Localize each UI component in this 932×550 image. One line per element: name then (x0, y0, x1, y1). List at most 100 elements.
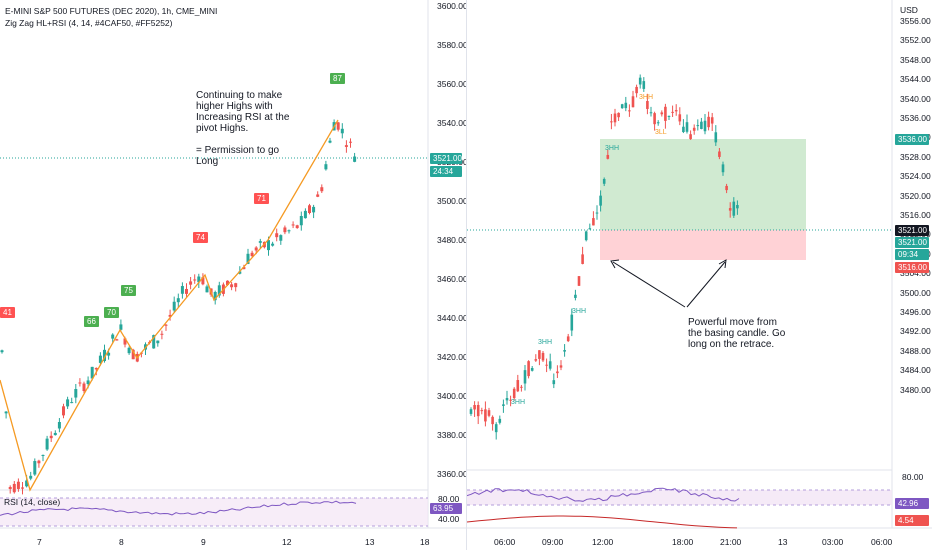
time-label: 12 (282, 537, 292, 547)
price-label: 3500.00 (900, 287, 931, 298)
right-price-chart[interactable] (467, 0, 932, 550)
candle-body (94, 367, 98, 370)
candle-body (254, 247, 258, 251)
candle-body (556, 371, 559, 374)
candle-body (664, 106, 667, 121)
candle-body (299, 215, 303, 226)
candle-body (328, 140, 332, 143)
candle-body (336, 122, 340, 130)
candle-body (552, 380, 556, 385)
candle-body (213, 291, 217, 301)
candle-body (180, 286, 184, 294)
candle-body (584, 231, 588, 241)
price-label: 3528.00 (900, 151, 931, 162)
rsi-pivot-marker: 87 (330, 73, 345, 84)
candle-body (473, 405, 476, 410)
price-label: 3560.00 (437, 79, 467, 89)
candle-body (49, 435, 53, 439)
pivot-label: 3HH (511, 399, 526, 406)
price-label: 3480.00 (900, 384, 931, 395)
time-label: 18:00 (672, 537, 694, 547)
right-chart-pane[interactable]: USD 3HH 3HH 3HH 3HH 3HH 3LL Powerful mov… (467, 0, 932, 550)
candle-body (152, 335, 156, 349)
pivot-label: 3HH (572, 308, 587, 315)
candle-body (674, 110, 678, 112)
rsi-axis-80: 80.00 (902, 472, 924, 482)
candle-body (250, 252, 254, 257)
price-label: 3540.00 (437, 118, 467, 128)
candle-body (559, 365, 563, 368)
annotation-line: Continuing to make (196, 90, 283, 101)
left-chart-pane[interactable]: E-MINI S&P 500 FUTURES (DEC 2020), 1h, C… (0, 0, 467, 550)
candle-body (516, 380, 520, 392)
candle-body (324, 164, 328, 170)
candle-body (714, 132, 718, 143)
candle-body (617, 112, 620, 118)
candle-body (613, 113, 617, 123)
candle-body (548, 361, 552, 369)
candle-body (509, 399, 512, 401)
candle-body (168, 314, 172, 317)
candle-body (541, 352, 545, 361)
price-label: 3380.00 (437, 430, 467, 440)
candle-body (271, 243, 275, 246)
candle-body (131, 349, 135, 360)
candle-body (642, 81, 646, 89)
candle-body (646, 101, 649, 109)
candle-body (185, 288, 188, 294)
candle-body (111, 334, 115, 339)
candle-body (205, 286, 209, 293)
price-label: 3488.00 (900, 345, 931, 356)
price-label: 3536.00 (900, 113, 931, 123)
candle-body (353, 156, 357, 162)
candle-body (37, 460, 41, 464)
candle-body (303, 210, 307, 219)
candle-body (279, 235, 283, 241)
pivot-label: 3LL (655, 129, 667, 136)
candle-body (164, 324, 168, 326)
price-label: 3460.00 (437, 274, 467, 284)
candle-body (692, 127, 696, 131)
candle-body (41, 454, 45, 456)
candle-body (725, 185, 728, 191)
candle-body (78, 382, 82, 384)
pivot-label: 3HH (538, 339, 553, 346)
rsi-axis-80: 80.00 (438, 494, 460, 504)
time-label: 21:00 (720, 537, 742, 547)
price-label: 3548.00 (900, 54, 931, 65)
candle-body (527, 361, 530, 377)
rsi-axis-40: 40.00 (438, 514, 460, 524)
pivot-label: 3HH (639, 94, 654, 101)
candle-body (718, 151, 721, 157)
time-label: 13 (778, 537, 788, 547)
pivot-label: 3HH (605, 145, 620, 152)
candle-body (469, 409, 473, 414)
price-label: 3580.00 (437, 40, 467, 50)
price-label: 3400.00 (437, 391, 467, 401)
annotation-line: = Permission to go (196, 145, 280, 156)
candle-body (682, 126, 685, 133)
candle-body (189, 281, 193, 285)
candle-body (0, 350, 4, 353)
price-label: 3552.00 (900, 35, 931, 46)
pane-divider[interactable] (466, 0, 467, 550)
candle-body (242, 267, 246, 270)
price-label: 3360.00 (437, 469, 467, 479)
currency-label: USD (900, 5, 918, 15)
candle-body (258, 241, 262, 243)
left-price-chart[interactable] (0, 0, 467, 550)
left-annotation: Continuing to make higher Highs with Inc… (196, 90, 289, 167)
candle-body (8, 487, 12, 490)
rsi-pivot-marker: 66 (84, 316, 99, 327)
price-label: 3540.00 (900, 93, 931, 104)
candle-body (671, 111, 674, 113)
candle-body (595, 212, 599, 214)
candle-body (316, 194, 320, 197)
target-zone (600, 139, 806, 230)
price-label: 3600.00 (437, 1, 467, 11)
annotation-line: long on the retrace. (688, 339, 775, 350)
candle-body (344, 145, 348, 147)
candle-body (16, 481, 20, 489)
candle-body (217, 285, 221, 296)
candle-body (340, 128, 344, 134)
